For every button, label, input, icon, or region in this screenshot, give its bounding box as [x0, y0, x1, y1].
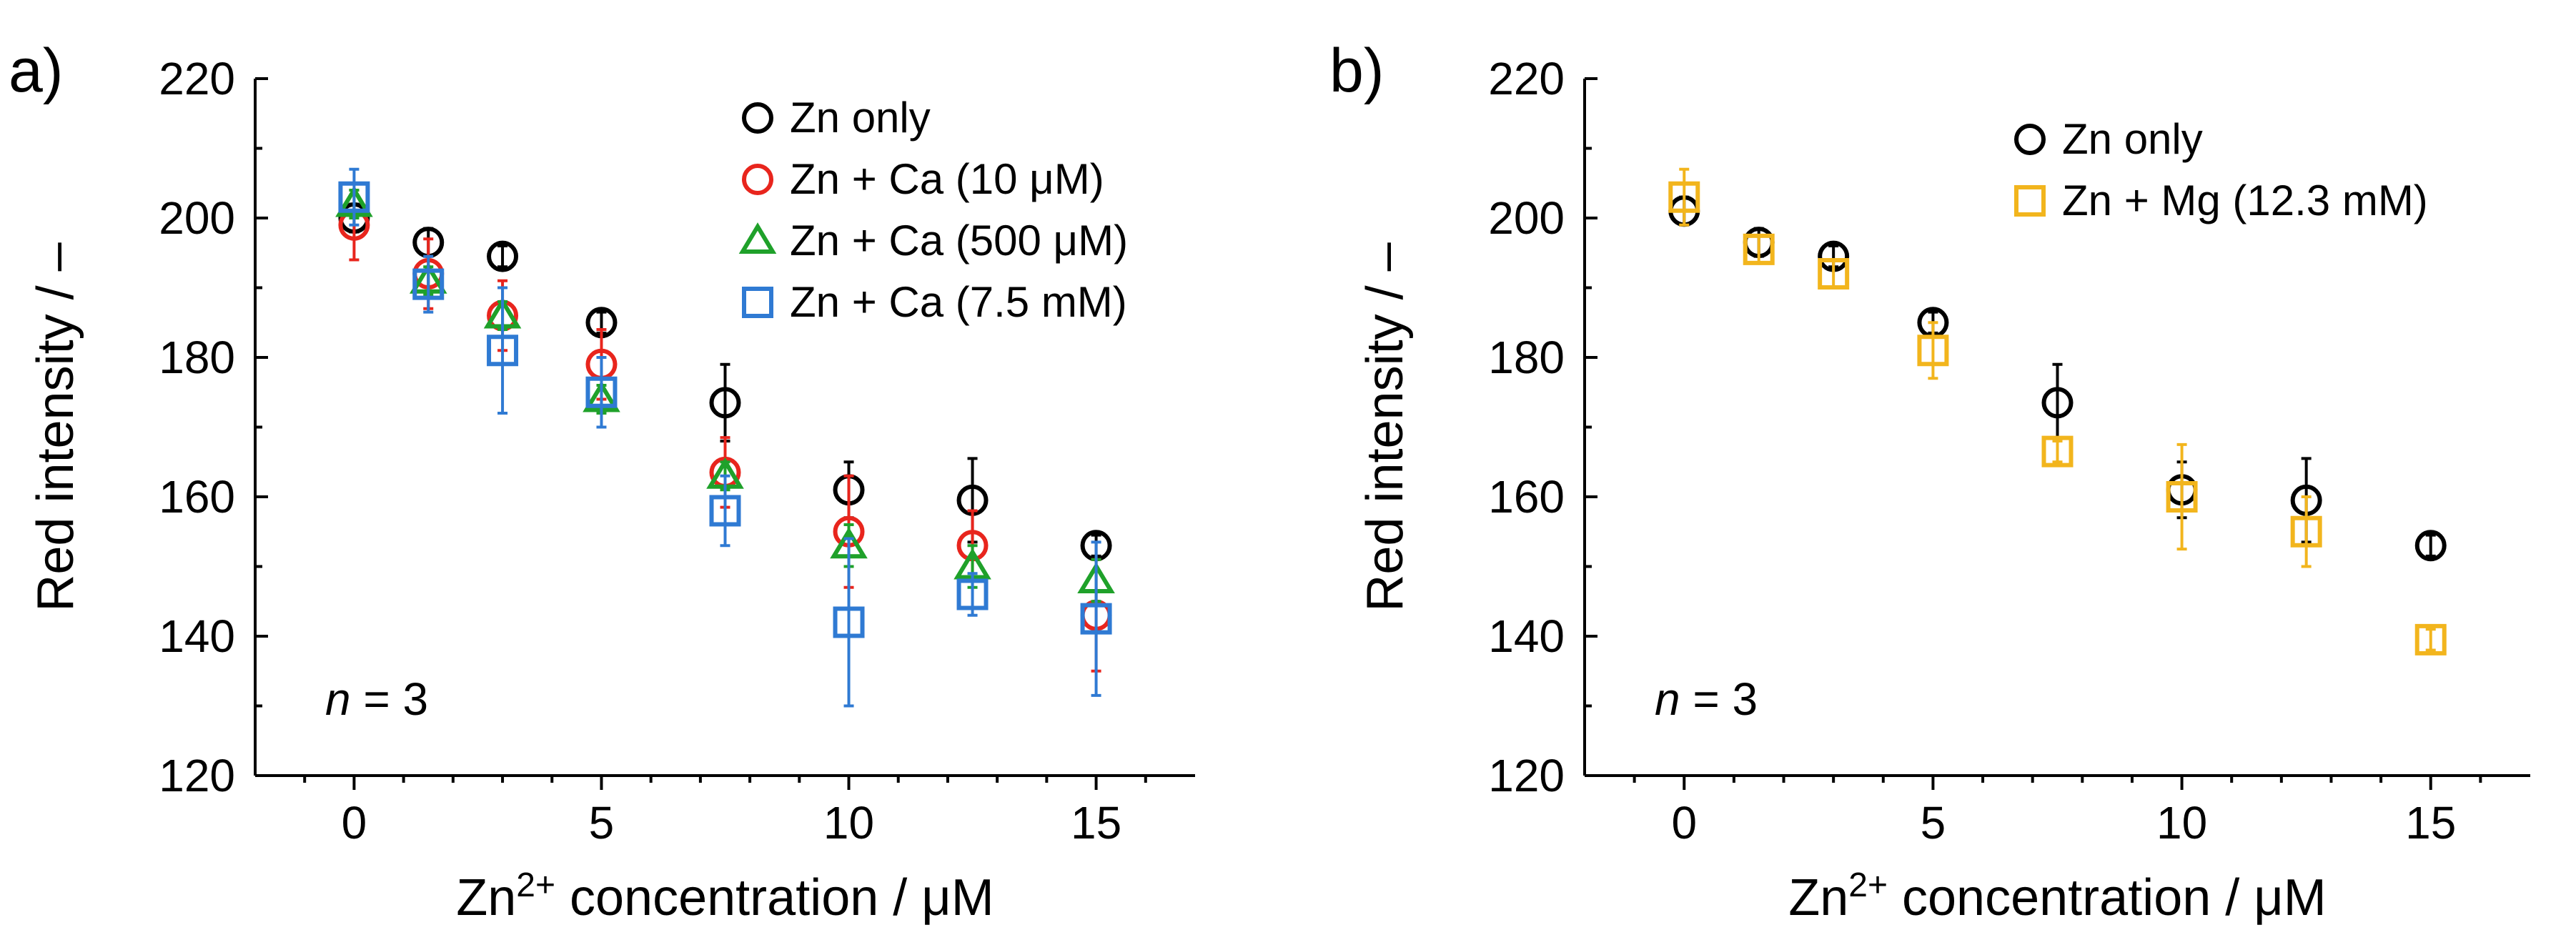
x-axis-label: Zn2+ concentration / μM — [456, 866, 994, 927]
data-point — [412, 268, 445, 300]
data-point — [1917, 335, 1949, 367]
x-tick-label: 10 — [823, 797, 874, 849]
sample-size-annotation: n = 3 — [1655, 673, 1758, 725]
y-tick-label: 180 — [1488, 332, 1565, 383]
y-tick-label: 160 — [1488, 471, 1565, 523]
legend-label: Zn + Ca (500 μM) — [790, 217, 1128, 264]
data-point — [2290, 515, 2322, 548]
data-point — [2414, 623, 2447, 655]
data-point — [956, 578, 989, 610]
data-point — [487, 240, 519, 272]
sample-size-annotation: n = 3 — [325, 673, 428, 725]
y-tick-label: 120 — [159, 750, 235, 801]
chart-panel-2: b) 120 140 160 180 200 220 0 5 10 15 Zn2+ concentra… — [1329, 36, 2530, 926]
y-tick-label: 120 — [1488, 750, 1565, 801]
legend-marker — [738, 222, 777, 254]
y-tick-label: 160 — [159, 471, 235, 523]
data-point — [1080, 603, 1112, 635]
y-tick-label: 220 — [159, 53, 235, 104]
legend-label: Zn only — [790, 94, 931, 142]
y-tick-label: 220 — [1488, 53, 1565, 104]
x-tick-label: 5 — [589, 797, 615, 849]
x-axis-label: Zn2+ concentration / μM — [1788, 866, 2327, 927]
series-zn-ca-7-5-mm — [338, 167, 1112, 708]
series-zn-only — [1668, 195, 2447, 562]
data-point — [2166, 481, 2198, 513]
y-tick-label: 140 — [1488, 610, 1565, 662]
x-tick-label: 0 — [1671, 797, 1697, 849]
data-point — [585, 376, 618, 408]
y-axis-label: Red intensity / – — [1357, 242, 1414, 611]
y-axis-label: Red intensity / – — [27, 242, 84, 611]
legend-label: Zn + Ca (10 μM) — [790, 155, 1104, 203]
data-point — [487, 335, 519, 367]
y-tick-label: 200 — [159, 192, 235, 244]
legend-marker — [742, 164, 773, 195]
legend-marker — [2014, 124, 2046, 155]
legend-label: Zn only — [2062, 115, 2203, 163]
legend-marker — [742, 102, 773, 134]
data-point — [709, 495, 741, 527]
legend-marker — [2014, 185, 2046, 217]
panel-label: b) — [1329, 36, 1384, 105]
legend: Zn only Zn + Mg (12.3 mM) — [2014, 115, 2428, 224]
data-point — [1818, 258, 1850, 290]
data-point — [2041, 387, 2074, 419]
y-tick-label: 180 — [159, 332, 235, 383]
legend-marker — [742, 287, 773, 318]
x-tick-label: 5 — [1921, 797, 1946, 849]
data-point — [2414, 530, 2447, 562]
x-tick-label: 10 — [2156, 797, 2207, 849]
y-tick-label: 140 — [159, 610, 235, 662]
legend-label: Zn + Ca (7.5 mM) — [790, 278, 1127, 326]
panel-label: a) — [9, 36, 63, 105]
y-tick-label: 200 — [1488, 192, 1565, 244]
data-point — [709, 387, 741, 419]
series-zn-mg-12-3-mm — [1668, 167, 2447, 655]
data-point — [2041, 435, 2074, 467]
data-point — [833, 606, 865, 638]
chart-panel-1: a) 120 140 160 180 200 220 0 5 10 15 Zn2+ concentra… — [9, 36, 1195, 926]
x-tick-label: 0 — [342, 797, 367, 849]
data-point — [1743, 233, 1775, 265]
x-tick-label: 15 — [1071, 797, 1121, 849]
legend-label: Zn + Mg (12.3 mM) — [2062, 177, 2428, 224]
data-point — [1668, 181, 1700, 213]
x-tick-label: 15 — [2405, 797, 2456, 849]
data-point — [338, 181, 370, 213]
legend: Zn only Zn + Ca (10 μM) Zn + Ca (500 μM) Zn… — [738, 94, 1128, 326]
